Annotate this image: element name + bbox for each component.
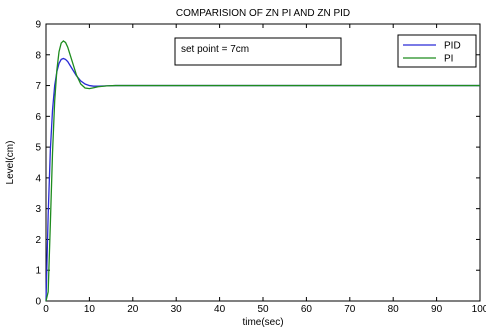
y-tick-label: 1 [35,266,41,277]
x-tick-label: 0 [43,304,49,315]
x-tick-label: 70 [344,304,356,315]
x-tick-label: 100 [472,304,486,315]
x-tick-label: 10 [84,304,96,315]
x-tick-label: 40 [214,304,226,315]
y-tick-label: 8 [35,50,41,61]
y-tick-label: 3 [35,204,41,215]
annotation-text: set point = 7cm [181,44,249,55]
y-tick-label: 5 [35,143,41,154]
y-tick-label: 9 [35,20,41,31]
y-tick-label: 2 [35,235,41,246]
x-tick-label: 30 [171,304,183,315]
y-tick-label: 0 [35,297,41,308]
x-tick-label: 20 [127,304,139,315]
annotation-box [174,37,342,66]
x-tick-label: 50 [257,304,269,315]
x-tick-label: 90 [431,304,443,315]
y-tick-label: 7 [35,81,41,92]
y-axis-label: Level(cm) [5,141,16,185]
legend-box [397,34,477,68]
plot-frame [45,23,481,302]
y-tick-label: 6 [35,112,41,123]
chart-title: COMPARISION OF ZN PI AND ZN PID [176,8,350,19]
series-line-pi [45,40,480,302]
legend-label-pi: PI [444,54,453,65]
legend-label-pid: PID [444,41,461,52]
x-tick-label: 60 [301,304,313,315]
x-axis-label: time(sec) [242,317,283,328]
y-tick-label: 4 [35,173,41,184]
x-tick-label: 80 [388,304,400,315]
